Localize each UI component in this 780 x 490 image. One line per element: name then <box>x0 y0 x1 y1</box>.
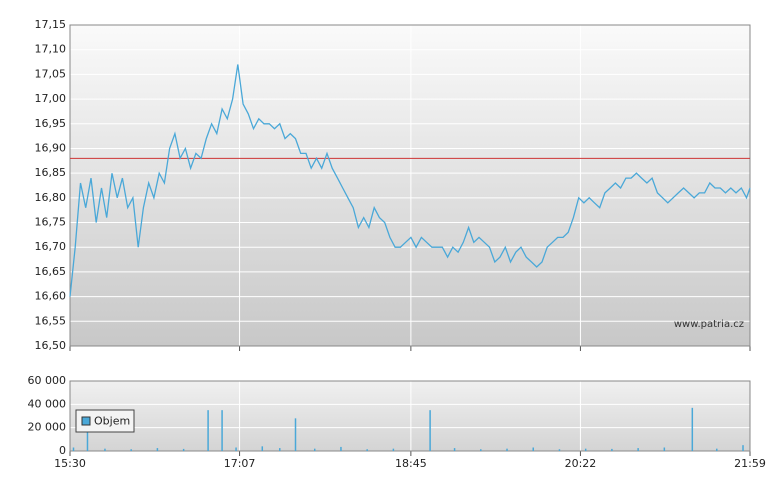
y-tick-label: 16,55 <box>35 314 67 327</box>
volume-bar <box>104 448 106 451</box>
plot-frame <box>69 380 751 452</box>
volume-bar <box>72 447 75 451</box>
y-tick-label: 17,00 <box>35 92 67 105</box>
y-tick-label: 40 000 <box>28 397 67 410</box>
volume-bar <box>156 448 159 451</box>
watermark: www.patria.cz <box>674 319 744 330</box>
legend-swatch <box>81 416 91 426</box>
y-tick-label: 60 000 <box>28 374 67 387</box>
x-tick-label: 15:30 <box>54 457 86 470</box>
volume-bar <box>611 448 613 451</box>
legend-label: Objem <box>94 415 130 428</box>
volume-bar <box>261 446 264 451</box>
price-panel <box>70 25 750 346</box>
volume-bar <box>691 407 694 451</box>
volume-bar <box>279 448 281 451</box>
y-tick-label: 20 000 <box>28 421 67 434</box>
y-tick-label: 16,70 <box>35 240 67 253</box>
y-tick-label: 16,80 <box>35 191 67 204</box>
legend-box <box>75 409 135 433</box>
y-tick-label: 17,15 <box>35 18 67 31</box>
volume-bar <box>366 449 368 451</box>
volume-bar <box>86 431 89 451</box>
x-tick-label: 18:45 <box>395 457 427 470</box>
volume-bar <box>207 410 209 451</box>
y-tick-label: 17,05 <box>35 67 67 80</box>
y-tick-label: 0 <box>59 444 66 457</box>
y-tick-label: 16,75 <box>35 216 67 229</box>
volume-bar <box>532 447 534 451</box>
volume-bar <box>221 410 223 451</box>
y-tick-label: 16,60 <box>35 290 67 303</box>
volume-bar <box>429 410 431 451</box>
volume-bar <box>506 448 508 451</box>
volume-bar <box>340 446 342 451</box>
volume-bar <box>313 448 316 451</box>
plot-frame <box>69 24 751 347</box>
volume-bar <box>663 447 666 451</box>
volume-bar <box>182 448 185 451</box>
price-line <box>69 64 751 297</box>
volume-bar <box>235 447 237 451</box>
x-tick-label: 21:59 <box>734 457 766 470</box>
volume-bar <box>130 449 132 451</box>
volume-bar <box>392 448 395 451</box>
y-tick-label: 16,85 <box>35 166 67 179</box>
volume-bar <box>294 418 297 451</box>
volume-bar <box>480 449 482 451</box>
volume-bar <box>716 448 718 451</box>
volume-bar <box>453 448 456 451</box>
y-tick-label: 16,90 <box>35 141 67 154</box>
volume-panel <box>70 381 750 451</box>
x-tick-label: 20:22 <box>565 457 597 470</box>
x-tick-label: 17:07 <box>224 457 256 470</box>
y-tick-label: 16,95 <box>35 117 67 130</box>
y-tick-label: 17,10 <box>35 43 67 56</box>
volume-bar <box>558 449 561 451</box>
volume-bar <box>584 448 587 451</box>
y-tick-label: 16,65 <box>35 265 67 278</box>
y-tick-label: 16,50 <box>35 339 67 352</box>
volume-bar <box>637 448 639 451</box>
volume-bar <box>742 445 744 451</box>
